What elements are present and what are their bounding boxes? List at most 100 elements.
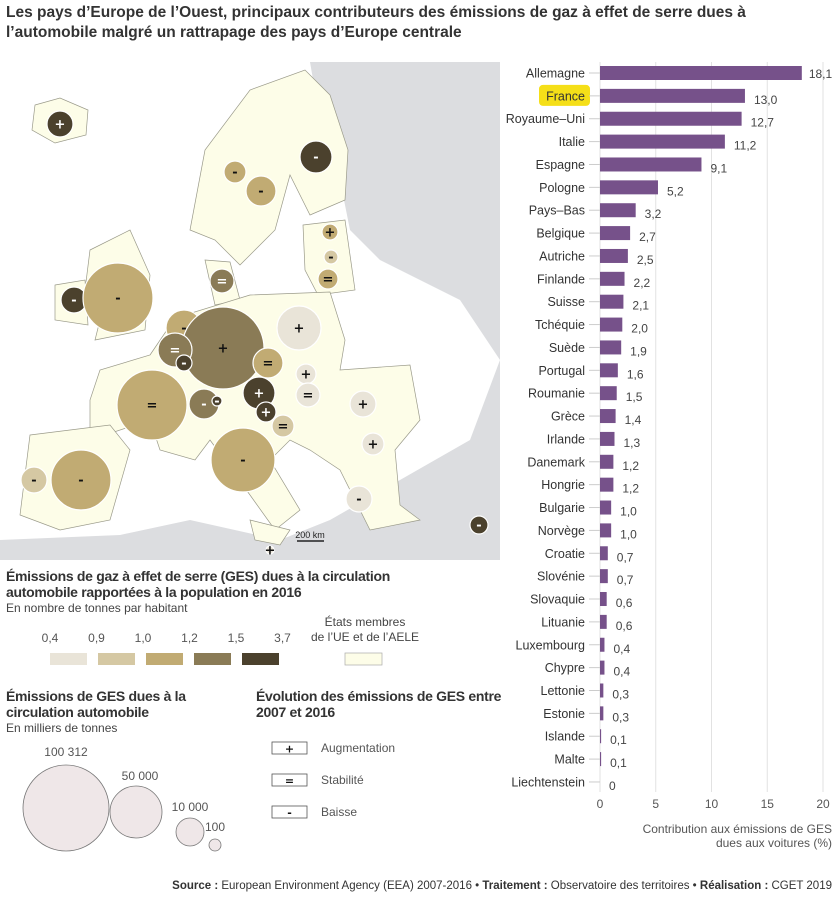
symbol-circle <box>469 515 489 535</box>
source-line: Source : European Environment Agency (EE… <box>172 880 832 892</box>
trend-symbol: = <box>323 273 334 288</box>
trend-symbol: - <box>287 807 292 820</box>
intensity-swatch <box>146 653 183 665</box>
trend-symbol: = <box>217 275 228 290</box>
data-label: 1,2 <box>622 482 639 496</box>
bar <box>600 248 628 263</box>
trend-symbol: - <box>201 398 206 413</box>
data-label: 1,3 <box>623 436 640 450</box>
category-label: Finlande <box>537 272 585 286</box>
symbol-circle <box>323 249 339 265</box>
member-swatch <box>344 652 383 666</box>
bar <box>600 431 615 446</box>
bar <box>600 500 612 515</box>
intensity-swatch <box>50 653 87 665</box>
trend-symbol: + <box>218 342 229 357</box>
legend-intensity-title: Émissions de gaz à effet de serre (GES) … <box>6 568 390 600</box>
category-label: France <box>546 89 585 103</box>
trend-symbol: + <box>254 387 265 402</box>
symbol-circle <box>349 390 377 418</box>
data-label: 0,6 <box>616 596 633 610</box>
data-label: 0,4 <box>613 665 630 679</box>
bar <box>600 409 616 424</box>
trend-symbol: + <box>325 226 336 241</box>
category-label: Lituanie <box>541 615 585 629</box>
category-label: Grèce <box>551 410 585 424</box>
data-label: 9,1 <box>710 161 727 175</box>
bar <box>600 271 625 286</box>
symbol-circle <box>317 268 339 290</box>
x-tick-label: 10 <box>705 797 719 811</box>
data-label: 2,2 <box>634 276 651 290</box>
symbol-circle <box>175 354 193 372</box>
category-label: Chypre <box>545 661 585 675</box>
intensity-swatch <box>98 653 135 665</box>
bar <box>600 340 622 355</box>
size-circle <box>109 785 163 839</box>
symbol-circle <box>209 268 235 294</box>
symbol-circle <box>50 449 112 511</box>
x-axis-label: dues aux voitures (%) <box>716 836 832 850</box>
symbol-circle <box>210 427 276 493</box>
bar <box>600 88 745 103</box>
size-label: 100 312 <box>44 745 88 759</box>
bar <box>600 614 607 629</box>
category-label: Croatie <box>545 547 585 561</box>
category-label: Allemagne <box>526 67 585 81</box>
size-label: 100 <box>205 820 225 834</box>
intensity-break-label: 1,2 <box>181 631 198 645</box>
category-label: Danemark <box>527 455 585 469</box>
data-label: 1,5 <box>626 390 643 404</box>
data-label: 13,0 <box>754 93 778 107</box>
trend-symbol: - <box>214 395 219 410</box>
category-label: Lettonie <box>541 684 586 698</box>
bar-chart: 0 5 10 15 20 Allemagne 18,1 France 13,0 Royaume–U… <box>506 62 832 850</box>
category-label: Italie <box>559 135 585 149</box>
category-label: Slovénie <box>537 570 585 584</box>
symbol-circle <box>223 160 247 184</box>
trend-symbol: - <box>232 166 237 181</box>
category-label: Hongrie <box>541 478 585 492</box>
data-label: 11,2 <box>734 139 757 153</box>
bar <box>600 454 614 469</box>
bar <box>600 134 725 149</box>
data-label: 0,1 <box>610 756 627 770</box>
bar <box>600 592 607 607</box>
bar <box>600 706 604 721</box>
intensity-swatch <box>242 653 279 665</box>
trend-symbol: - <box>356 493 361 508</box>
symbol-circle <box>211 395 223 407</box>
symbol-circle <box>20 466 48 494</box>
trend-symbol: - <box>240 454 245 469</box>
trend-symbol: - <box>115 292 120 307</box>
intensity-break-label: 1,0 <box>135 631 152 645</box>
data-label: 2,7 <box>639 230 656 244</box>
category-label: Belgique <box>536 227 585 241</box>
x-axis-label: Contribution aux émissions de GES <box>643 822 832 836</box>
category-label: Portugal <box>538 364 585 378</box>
trend-symbol: = <box>285 775 294 788</box>
symbol-circle <box>295 382 321 408</box>
trend-symbol: - <box>328 251 333 266</box>
legend-size-subtitle: En milliers de tonnes <box>6 721 118 735</box>
trend-symbol: - <box>71 294 76 309</box>
trend-symbol: = <box>278 420 289 435</box>
bar <box>600 523 612 538</box>
category-label: Suisse <box>547 295 585 309</box>
category-label: Islande <box>545 730 585 744</box>
highlight-badge <box>539 84 590 106</box>
trend-symbol: - <box>313 151 318 166</box>
size-circle <box>175 817 205 847</box>
category-label: Luxembourg <box>516 638 586 652</box>
data-label: 1,2 <box>622 459 639 473</box>
trend-symbol: = <box>147 399 158 414</box>
trend-symbol: - <box>31 474 36 489</box>
category-label: Roumanie <box>528 387 585 401</box>
data-label: 0,3 <box>612 710 629 724</box>
data-label: 0,7 <box>617 573 634 587</box>
legend-member-label: États membres de l’UE et de l’AELE <box>310 615 420 644</box>
trend-symbol: - <box>181 322 186 337</box>
bar <box>600 546 608 561</box>
bar <box>600 226 631 241</box>
size-label: 50 000 <box>122 769 159 783</box>
